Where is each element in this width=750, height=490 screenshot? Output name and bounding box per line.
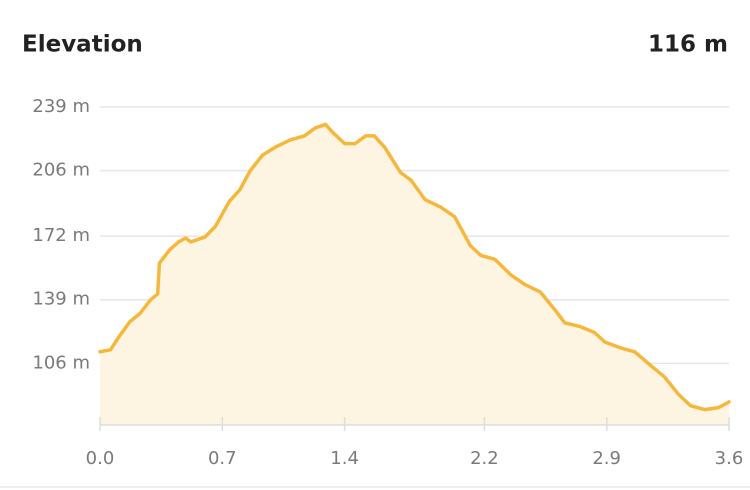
chart-title: Elevation bbox=[22, 32, 143, 58]
y-tick-label: 106 m bbox=[32, 352, 90, 373]
x-tick-label: 0.7 bbox=[208, 448, 237, 469]
x-tick-label: 2.2 bbox=[470, 448, 499, 469]
x-tick-label: 3.6 bbox=[715, 448, 744, 469]
x-tick-label: 1.4 bbox=[330, 448, 359, 469]
elevation-area bbox=[100, 124, 729, 425]
y-tick-label: 206 m bbox=[32, 160, 90, 181]
current-elevation: 116 m bbox=[648, 32, 728, 58]
y-tick-label: 239 m bbox=[32, 96, 90, 117]
elevation-line bbox=[98, 122, 731, 412]
y-tick-label: 172 m bbox=[32, 225, 90, 246]
x-tick-label: 2.9 bbox=[592, 448, 621, 469]
y-tick-label: 139 m bbox=[32, 289, 90, 310]
x-tick-label: 0.0 bbox=[86, 448, 115, 469]
